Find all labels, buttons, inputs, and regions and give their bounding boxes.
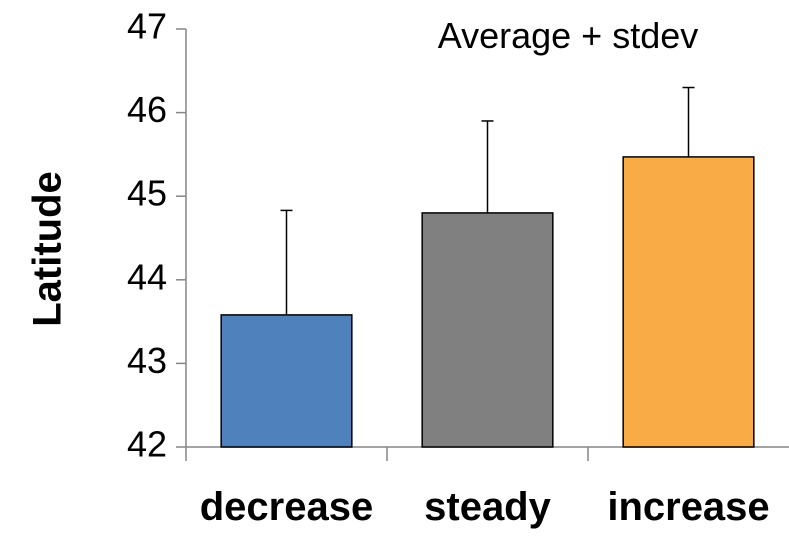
y-tick-label: 42 [127,424,167,465]
y-tick-label: 44 [127,256,167,297]
bar-steady [421,212,554,448]
y-tick-label: 45 [127,173,167,214]
x-tick-label-increase: increase [607,485,769,529]
y-axis-label: Latitude [26,171,70,327]
error-bars [280,86,695,315]
bar-increase [622,156,755,448]
y-tick-label: 46 [127,89,167,130]
bars [220,156,755,448]
y-tick-label: 43 [127,340,167,381]
bar-decrease [220,314,353,448]
y-tick-label: 47 [127,6,167,47]
chart-title: Average + stdev [438,15,699,56]
labels: 42 43 44 45 46 47 decrease steady increase [127,6,770,529]
x-tick-label-steady: steady [424,485,551,529]
x-tick-label-decrease: decrease [200,485,373,529]
